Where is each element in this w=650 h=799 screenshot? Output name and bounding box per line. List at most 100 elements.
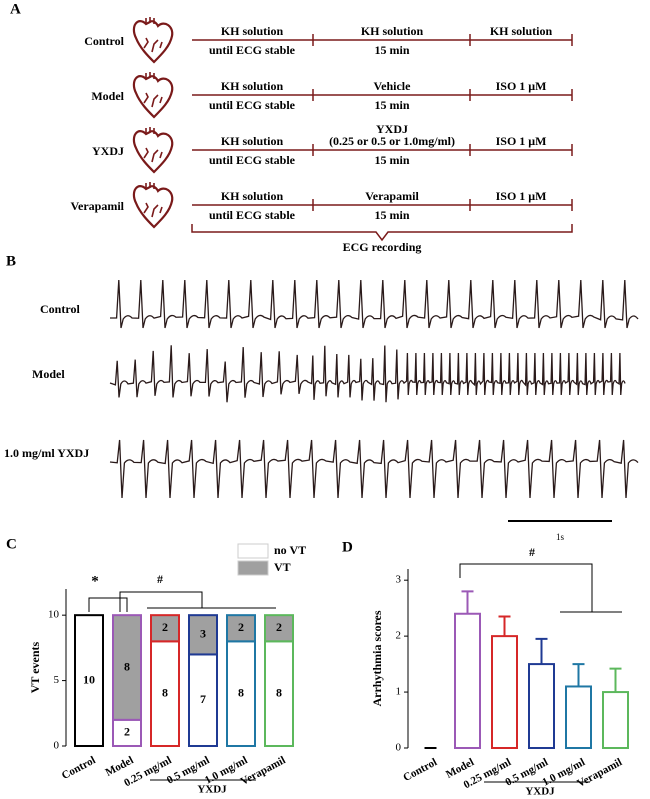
bar-value-label: 2 <box>124 725 130 739</box>
heart-outline <box>132 130 174 174</box>
panel-label: A <box>10 1 21 17</box>
bar-value-label: 8 <box>124 659 130 673</box>
bar-value-label: 2 <box>276 620 282 634</box>
bar-value-label: 10 <box>83 672 95 686</box>
bar-value-label: 8 <box>238 685 244 699</box>
sig-bracket <box>459 563 622 613</box>
bar-value-label: 2 <box>238 620 244 634</box>
bar <box>454 612 481 749</box>
protocol-text: (0.25 or 0.5 or 1.0mg/ml) <box>329 134 455 148</box>
bar-value-label: 3 <box>200 627 206 641</box>
bar-segment <box>226 614 256 643</box>
trace-label: 1.0 mg/ml YXDJ <box>4 446 89 460</box>
heart-icon <box>132 127 174 174</box>
row-label: YXDJ <box>92 144 124 158</box>
y-tick-label: 0 <box>396 742 402 754</box>
panel-label: D <box>342 539 353 555</box>
row-label: Control <box>84 34 124 48</box>
sig-bracket <box>119 591 276 612</box>
y-axis-label: Arrhythmia scores <box>370 610 384 706</box>
row-label: Verapamil <box>70 199 124 213</box>
legend-swatch <box>237 543 269 559</box>
annotation: * <box>91 573 99 589</box>
bar-value-label: 8 <box>276 685 282 699</box>
ecg-trace <box>109 279 639 329</box>
ecg-trace <box>109 345 626 403</box>
bar-segment <box>188 614 218 656</box>
heart-vessels <box>143 17 163 53</box>
y-tick-label: 5 <box>54 674 60 686</box>
row-label: Model <box>91 89 124 103</box>
bar-segment <box>264 640 294 747</box>
y-axis-label: VT events <box>28 641 42 693</box>
heart-icon <box>132 72 174 119</box>
protocol-text: YXDJ <box>376 122 408 136</box>
sig-bracket <box>88 597 128 612</box>
error-bar <box>461 590 474 614</box>
x-tick-label: Control <box>60 754 98 782</box>
y-tick-label: 0 <box>54 740 60 752</box>
legend-label: VT <box>274 560 291 574</box>
protocol-text: Vehicle <box>374 79 412 93</box>
bracket <box>191 224 573 242</box>
x-tick-label: Control <box>401 756 439 784</box>
protocol-text: until ECG stable <box>209 208 296 222</box>
bar-value-label: 7 <box>200 692 206 706</box>
bar <box>491 635 518 749</box>
trace-label: Control <box>40 302 80 316</box>
heart-outline <box>132 185 174 229</box>
heart-outline <box>132 75 174 119</box>
error-bar <box>535 637 548 665</box>
heart-vessels <box>143 182 163 218</box>
y-tick-label: 10 <box>48 609 60 621</box>
protocol-text: ISO 1 μM <box>496 134 547 148</box>
protocol-text: KH solution <box>221 189 284 203</box>
group-label: YXDJ <box>525 786 555 798</box>
scale-label: 1s <box>556 532 565 542</box>
bar <box>565 685 592 749</box>
bracket-label: ECG recording <box>343 240 422 254</box>
y-tick-label: 2 <box>396 630 402 642</box>
protocol-text: KH solution <box>490 24 553 38</box>
panel-label: B <box>6 253 16 269</box>
protocol-text: KH solution <box>221 24 284 38</box>
group-label: YXDJ <box>197 784 227 796</box>
protocol-text: KH solution <box>361 24 424 38</box>
y-tick-label: 1 <box>396 686 402 698</box>
protocol-text: 15 min <box>374 153 409 167</box>
protocol-text: ISO 1 μM <box>496 79 547 93</box>
annotation: # <box>529 545 535 559</box>
protocol-text: 15 min <box>374 208 409 222</box>
bar-value-label: 2 <box>162 620 168 634</box>
legend-swatch <box>237 560 269 576</box>
y-tick-label: 3 <box>396 574 402 586</box>
bar-segment <box>264 614 294 643</box>
bar-segment <box>74 614 104 748</box>
legend-label: no VT <box>274 543 306 557</box>
bar <box>602 691 629 749</box>
heart-vessels <box>143 72 163 108</box>
heart-vessels <box>143 127 163 163</box>
bar <box>528 663 555 749</box>
protocol-text: Verapamil <box>365 189 419 203</box>
trace-label: Model <box>32 367 65 381</box>
bar-value-label: 8 <box>162 685 168 699</box>
error-bar <box>609 667 622 693</box>
protocol-text: KH solution <box>221 134 284 148</box>
heart-icon <box>132 182 174 229</box>
x-tick-label: 0.5 mg/ml <box>165 754 212 786</box>
protocol-text: 15 min <box>374 43 409 57</box>
protocol-text: until ECG stable <box>209 98 296 112</box>
error-bar <box>572 663 585 687</box>
protocol-text: 15 min <box>374 98 409 112</box>
panel-label: C <box>6 536 17 552</box>
bar-segment <box>150 614 180 643</box>
bar-segment <box>112 614 142 721</box>
protocol-text: KH solution <box>221 79 284 93</box>
bar-segment <box>150 640 180 747</box>
annotation: # <box>157 572 163 586</box>
error-bar <box>498 615 511 637</box>
heart-outline <box>132 20 174 64</box>
protocol-text: until ECG stable <box>209 153 296 167</box>
